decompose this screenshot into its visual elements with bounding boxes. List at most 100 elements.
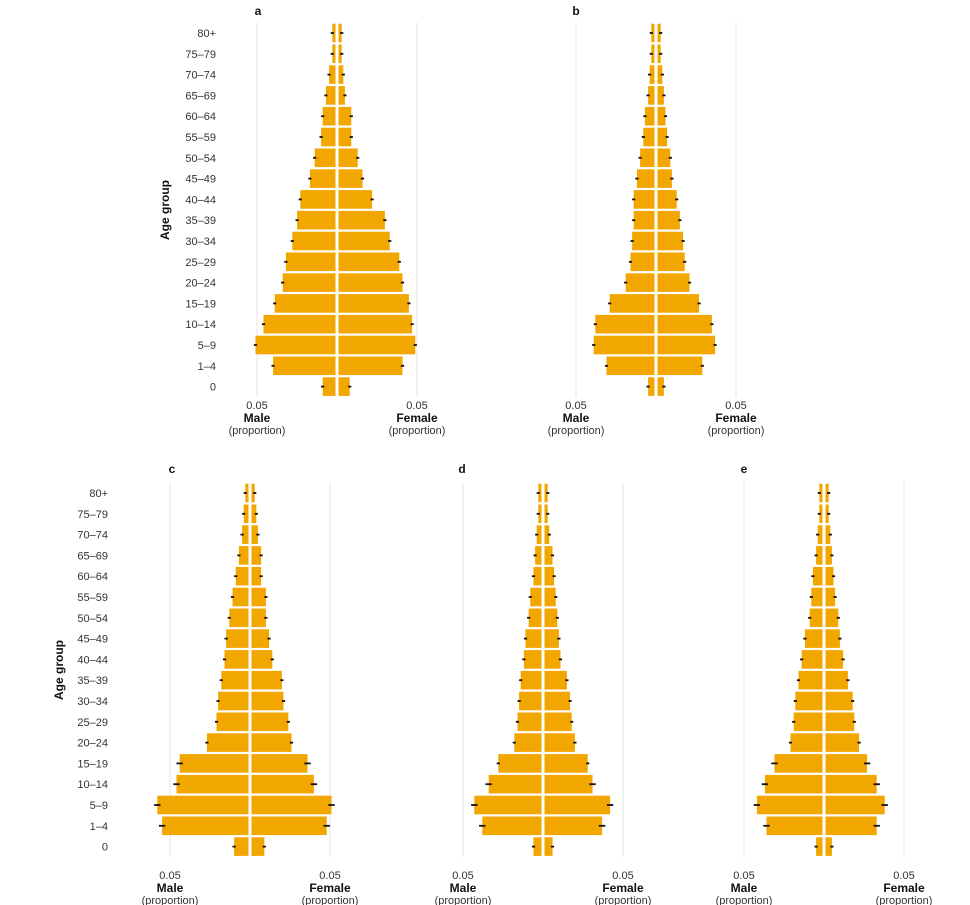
female-axis-label: Female bbox=[309, 881, 351, 895]
male-bar bbox=[766, 816, 823, 836]
male-axis-label: Male bbox=[563, 411, 590, 425]
female-axis-label: Female bbox=[396, 411, 438, 425]
male-bar bbox=[816, 837, 823, 856]
female-bar bbox=[657, 106, 666, 126]
male-bar bbox=[530, 587, 542, 607]
female-bar bbox=[657, 273, 690, 292]
female-bar bbox=[251, 629, 270, 648]
age-group-label: 45–49 bbox=[185, 174, 216, 186]
male-bar bbox=[649, 65, 655, 84]
panel-letter: b bbox=[572, 4, 579, 18]
male-bar bbox=[221, 670, 249, 690]
male-bar bbox=[243, 504, 249, 524]
male-bar bbox=[322, 377, 336, 396]
male-bar bbox=[640, 148, 655, 168]
x-tick-label: 0.05 bbox=[159, 870, 180, 882]
age-group-label: 1–4 bbox=[90, 821, 108, 833]
female-bar bbox=[251, 566, 262, 586]
female-bar bbox=[825, 754, 868, 773]
male-bar bbox=[224, 650, 249, 669]
panel-letter: c bbox=[169, 462, 176, 476]
male-bar bbox=[206, 733, 249, 752]
male-bar bbox=[795, 691, 823, 711]
female-bar bbox=[338, 314, 413, 334]
female-bar bbox=[338, 231, 390, 251]
male-bar bbox=[535, 546, 542, 565]
female-bar bbox=[825, 691, 853, 711]
male-bar bbox=[482, 816, 542, 836]
female-axis-label: Female bbox=[602, 881, 644, 895]
female-bar bbox=[657, 210, 680, 230]
male-bar bbox=[325, 86, 336, 105]
female-bar bbox=[251, 837, 265, 856]
female-bar bbox=[825, 629, 840, 648]
male-bar bbox=[285, 252, 336, 272]
x-tick-label: 0.05 bbox=[319, 870, 340, 882]
female-bar bbox=[825, 795, 885, 815]
female-bar bbox=[544, 816, 603, 836]
unit-label: (proportion) bbox=[595, 895, 652, 905]
female-bar bbox=[657, 294, 700, 313]
age-group-label: 70–74 bbox=[185, 70, 216, 82]
male-bar bbox=[817, 525, 823, 544]
male-bar bbox=[595, 314, 655, 334]
x-tick-label: 0.05 bbox=[893, 870, 914, 882]
age-group-label: 1–4 bbox=[198, 361, 216, 373]
female-bar bbox=[338, 86, 345, 105]
pyramid-panel-d: d0.05Male(proportion)0.05Female(proporti… bbox=[435, 462, 652, 905]
male-bar bbox=[519, 691, 542, 711]
panel-letter: d bbox=[458, 462, 465, 476]
female-bar bbox=[657, 127, 668, 147]
female-bar bbox=[251, 795, 332, 815]
female-bar bbox=[338, 210, 385, 230]
female-bar bbox=[544, 795, 611, 815]
age-group-label: 15–19 bbox=[185, 298, 216, 310]
male-bar bbox=[643, 127, 655, 147]
male-bar bbox=[793, 712, 823, 732]
male-bar bbox=[273, 356, 336, 376]
age-group-label: 75–79 bbox=[77, 509, 108, 521]
female-bar bbox=[338, 273, 403, 292]
panel-letter: a bbox=[255, 4, 262, 18]
female-bar bbox=[657, 86, 664, 105]
female-bar bbox=[338, 335, 416, 355]
female-bar bbox=[544, 754, 588, 773]
male-bar bbox=[536, 525, 542, 544]
male-bar bbox=[179, 754, 249, 773]
age-group-label: 30–34 bbox=[77, 696, 108, 708]
male-axis-label: Male bbox=[731, 881, 758, 895]
male-bar bbox=[300, 190, 336, 209]
male-bar bbox=[274, 294, 336, 313]
male-bar bbox=[176, 774, 249, 794]
male-bar bbox=[533, 566, 542, 586]
female-bar bbox=[544, 691, 571, 711]
male-bar bbox=[528, 608, 542, 628]
male-bar bbox=[520, 670, 542, 690]
pyramid-panel-c: c 80+ 75–79 70–74 65–69 60–64 55–59 50–54 45–49 4… bbox=[52, 462, 358, 905]
female-bar bbox=[825, 608, 839, 628]
male-bar bbox=[756, 795, 823, 815]
female-bar bbox=[251, 650, 273, 669]
male-bar bbox=[498, 754, 542, 773]
female-bar bbox=[825, 587, 836, 607]
male-bar bbox=[648, 86, 655, 105]
unit-label: (proportion) bbox=[302, 895, 359, 905]
female-bar bbox=[251, 504, 257, 524]
male-bar bbox=[809, 608, 823, 628]
age-group-label: 50–54 bbox=[77, 613, 108, 625]
x-tick-label: 0.05 bbox=[406, 400, 427, 412]
male-bar bbox=[321, 127, 336, 147]
male-bar bbox=[234, 837, 249, 856]
male-bar bbox=[525, 629, 542, 648]
age-group-label: 0 bbox=[210, 382, 216, 394]
female-bar bbox=[544, 629, 559, 648]
unit-label: (proportion) bbox=[142, 895, 199, 905]
female-bar bbox=[251, 712, 289, 732]
female-bar bbox=[251, 774, 314, 794]
pyramid-panel-a: a 80+ 75–79 70–74 65–69 60–64 55–59 50–54 45–49 4… bbox=[158, 4, 445, 437]
female-bar bbox=[825, 733, 860, 752]
female-bar bbox=[657, 190, 677, 209]
female-bar bbox=[544, 650, 561, 669]
female-bar bbox=[657, 148, 671, 168]
